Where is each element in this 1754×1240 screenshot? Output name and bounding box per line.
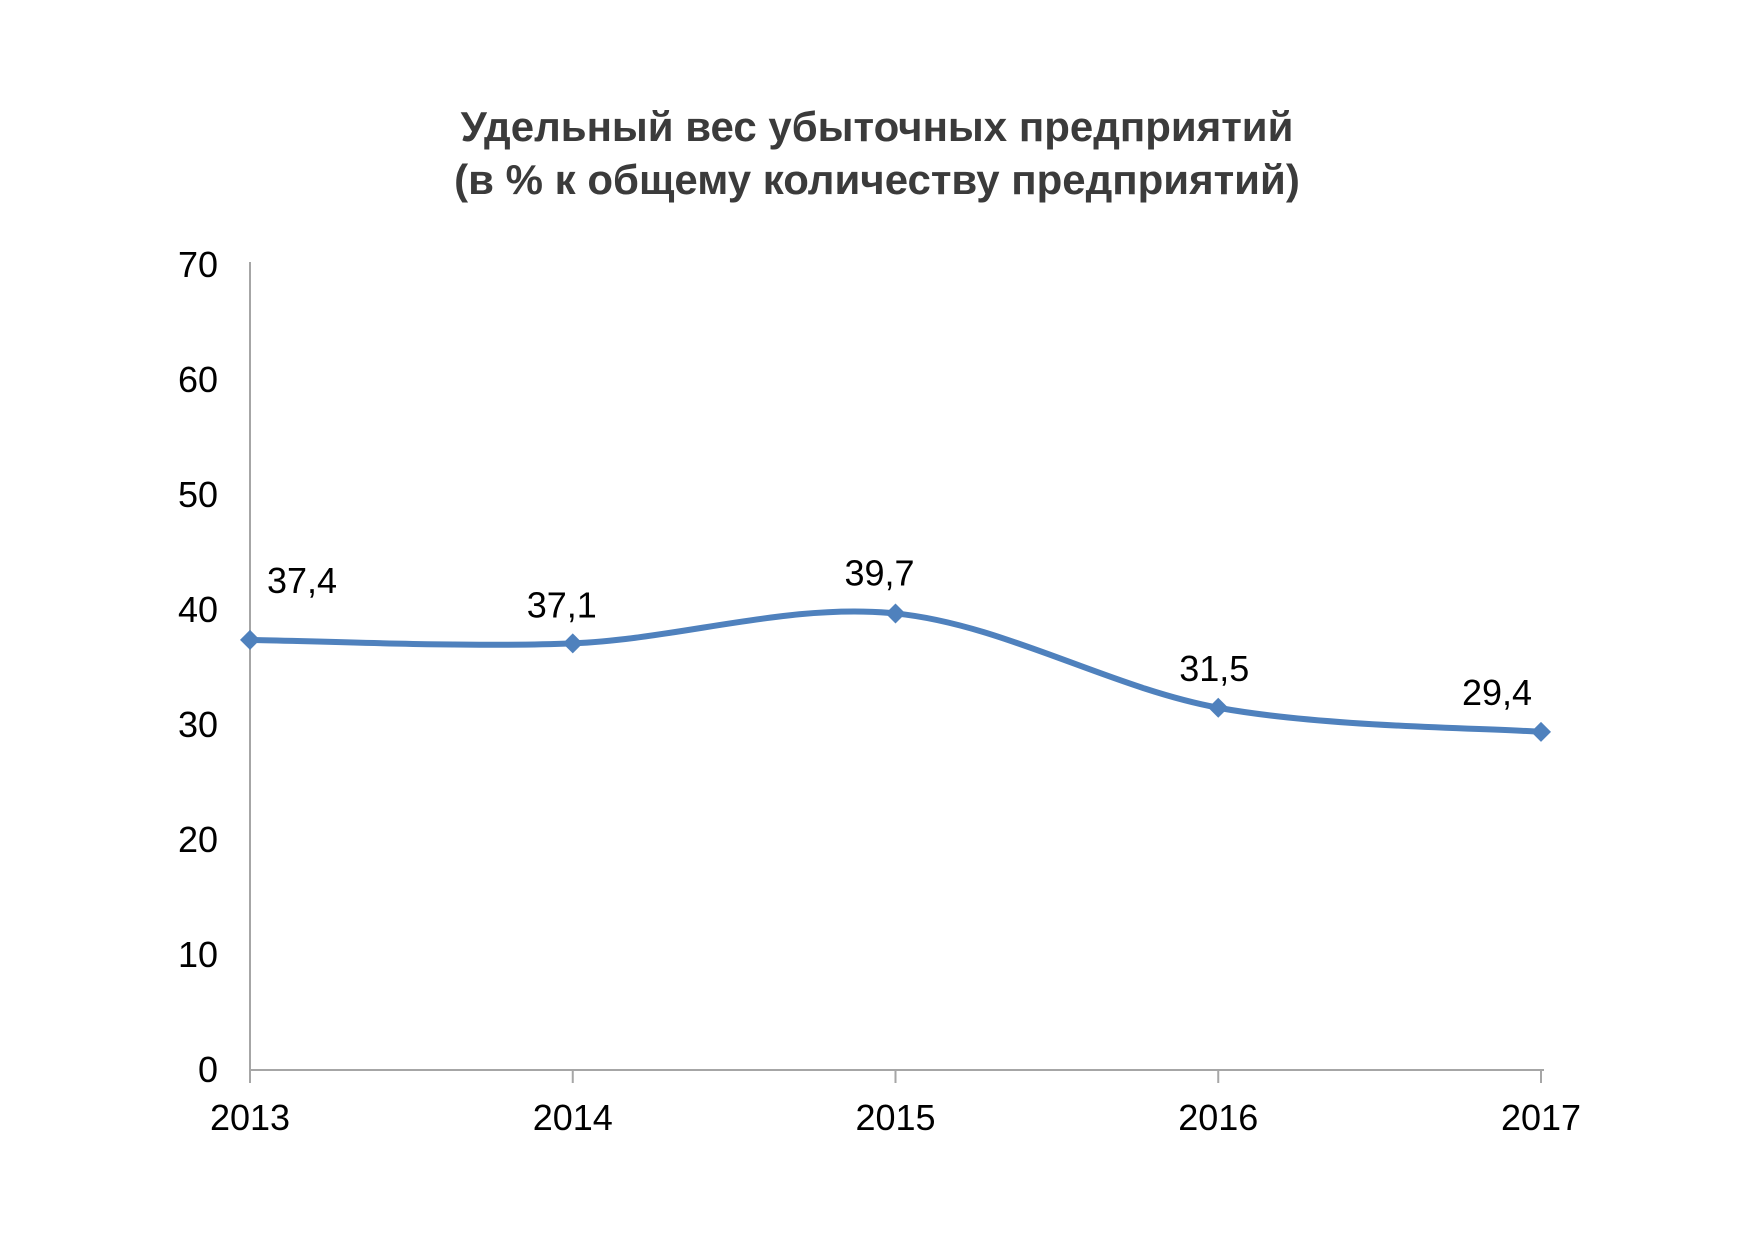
y-tick-label: 20 xyxy=(178,819,218,860)
data-label: 37,4 xyxy=(267,560,337,601)
series-line xyxy=(247,608,1544,735)
data-point-marker xyxy=(1531,721,1551,742)
data-point-marker xyxy=(240,629,260,650)
chart-title: Удельный вес убыточных предприятий (в % … xyxy=(0,100,1754,206)
data-label: 39,7 xyxy=(844,552,914,593)
y-tick-label: 30 xyxy=(178,704,218,745)
y-tick-label: 10 xyxy=(178,934,218,975)
data-label: 31,5 xyxy=(1179,648,1249,689)
data-label: 37,1 xyxy=(527,584,597,625)
chart-title-line1: Удельный вес убыточных предприятий xyxy=(460,103,1294,150)
data-point-marker xyxy=(1208,697,1229,718)
x-tick-label: 2016 xyxy=(1178,1097,1258,1138)
data-point-marker xyxy=(885,603,906,624)
x-tick-label: 2014 xyxy=(533,1097,613,1138)
y-tick-label: 50 xyxy=(178,474,218,515)
y-tick-label: 70 xyxy=(178,244,218,285)
y-tick-label: 0 xyxy=(198,1049,218,1090)
x-tick-label: 2015 xyxy=(855,1097,935,1138)
y-tick-label: 40 xyxy=(178,589,218,630)
y-tick-label: 60 xyxy=(178,359,218,400)
data-label: 29,4 xyxy=(1462,672,1532,713)
x-tick-label: 2013 xyxy=(210,1097,290,1138)
data-point-marker xyxy=(562,633,583,654)
x-tick-label: 2017 xyxy=(1501,1097,1581,1138)
chart-title-line2: (в % к общему количеству предприятий) xyxy=(454,156,1300,203)
